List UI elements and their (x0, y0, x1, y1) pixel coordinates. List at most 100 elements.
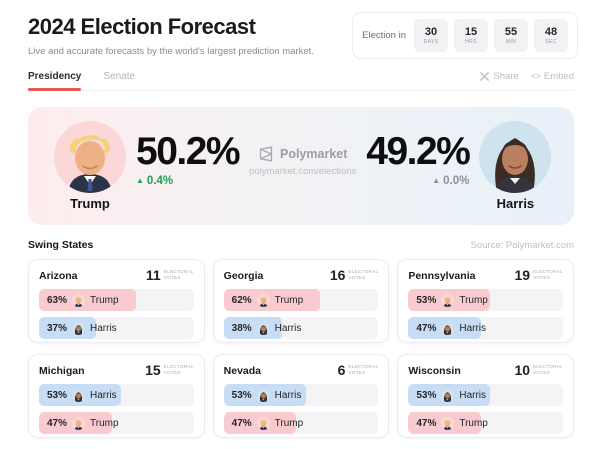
row-candidate-name: Harris (90, 322, 117, 334)
countdown-days-unit: DAYS (423, 39, 439, 46)
countdown-hours: 15 HRS (454, 19, 488, 52)
harris-mini-avatar (441, 388, 455, 402)
harris-percent: 49.2% (366, 129, 471, 173)
electoral-votes: 10 ELECTORAL VOTES (514, 363, 563, 377)
share-label: Share (493, 71, 519, 82)
candidate-row: 63% Trump (39, 289, 194, 311)
swing-states-header: Swing States Source: Polymarket.com (28, 239, 574, 251)
ev-number: 15 (145, 362, 161, 378)
forecast-card: Trump 50.2% ▲ 0.4% Polymarket polymarket… (28, 107, 574, 225)
candidate-row: 47% Harris (408, 317, 563, 339)
row-candidate-name: Trump (459, 417, 488, 429)
countdown-minutes-value: 55 (504, 25, 518, 38)
trump-change: ▲ 0.4% (136, 175, 239, 187)
harris-change: ▲ 0.0% (432, 175, 469, 187)
ev-number: 19 (514, 267, 531, 283)
trump-avatar (54, 121, 126, 193)
swing-states-grid: Arizona 11 ELECTORAL VOTES 63% Trump (28, 259, 574, 438)
countdown-hours-value: 15 (464, 25, 478, 38)
ev-label: ELECTORAL VOTES (533, 364, 563, 375)
x-share-icon (480, 72, 490, 81)
embed-button[interactable]: <> Embed (531, 71, 574, 82)
tab-presidency[interactable]: Presidency (28, 71, 82, 91)
row-percent: 53% (47, 389, 68, 401)
row-candidate-name: Trump (274, 294, 304, 306)
electoral-votes: 16 ELECTORAL VOTES (330, 268, 379, 282)
header: 2024 Election Forecast Live and accurate… (28, 12, 578, 59)
countdown-label: Election in (362, 30, 406, 41)
harris-change-value: 0.0% (443, 174, 470, 187)
election-countdown: Election in 30 DAYS 15 HRS 55 MIN 48 SEC (352, 12, 578, 59)
row-percent: 62% (231, 294, 252, 306)
trump-percent: 50.2% (136, 129, 241, 173)
candidate-row: 53% Trump (408, 289, 563, 311)
state-card-georgia[interactable]: Georgia 16 ELECTORAL VOTES 62% Trump (212, 259, 390, 343)
row-candidate-name: Trump (90, 417, 119, 429)
harris-percent-block: 49.2% ▲ 0.0% (366, 129, 471, 187)
harris-avatar (479, 121, 552, 193)
row-fill-trump (223, 289, 320, 311)
state-card-nevada[interactable]: Nevada 6 ELECTORAL VOTES 53% Harris (212, 354, 390, 438)
ev-label: ELECTORAL VOTES (533, 269, 563, 280)
row-percent: 47% (416, 322, 437, 334)
row-percent: 63% (47, 294, 68, 306)
row-percent: 37% (47, 322, 68, 334)
candidate-row: 53% Harris (39, 384, 194, 406)
electoral-votes: 11 ELECTORAL VOTES (146, 268, 194, 282)
candidate-row: 47% Trump (39, 412, 194, 434)
tab-bar: Presidency Senate Share <> Embed (28, 71, 574, 91)
state-name: Wisconsin (408, 365, 461, 377)
trump-percent-block: 50.2% ▲ 0.4% (136, 129, 241, 187)
state-name: Nevada (223, 365, 262, 377)
page-subtitle: Live and accurate forecasts by the world… (28, 46, 314, 57)
ev-label: ELECTORAL VOTES (348, 364, 379, 375)
countdown-seconds: 48 SEC (534, 19, 568, 52)
harris-mini-avatar (72, 388, 86, 402)
up-triangle-icon: ▲ (136, 175, 144, 185)
countdown-seconds-unit: SEC (545, 39, 557, 46)
swing-states-title: Swing States (28, 239, 94, 251)
code-brackets-icon: <> (530, 71, 541, 82)
harris-mini-avatar (256, 321, 270, 335)
candidate-row: 47% Trump (408, 412, 563, 434)
ev-number: 11 (145, 267, 161, 283)
embed-label: Embed (543, 71, 574, 82)
state-name: Georgia (223, 270, 264, 282)
share-button[interactable]: Share (480, 71, 519, 82)
row-fill-harris (223, 317, 283, 339)
harris-mini-avatar (256, 388, 270, 402)
candidate-row: 62% Trump (223, 289, 379, 311)
state-card-pennsylvania[interactable]: Pennsylvania 19 ELECTORAL VOTES 53% Trump (397, 259, 574, 343)
tab-senate[interactable]: Senate (103, 71, 136, 82)
ev-number: 6 (337, 362, 346, 378)
state-name: Pennsylvania (408, 270, 476, 282)
polymarket-branding: Polymarket polymarket.com/elections (249, 146, 356, 177)
countdown-minutes-unit: MIN (505, 39, 517, 46)
candidate-trump: Trump (54, 121, 126, 211)
row-percent: 47% (416, 417, 437, 429)
row-fill-trump (39, 289, 137, 311)
polymarket-logo-icon (259, 146, 273, 161)
row-percent: 53% (416, 389, 437, 401)
page-title: 2024 Election Forecast (28, 14, 256, 39)
row-candidate-name: Harris (274, 322, 302, 334)
state-card-wisconsin[interactable]: Wisconsin 10 ELECTORAL VOTES 53% Harris (397, 354, 574, 438)
ev-number: 10 (514, 362, 531, 378)
countdown-days: 30 DAYS (414, 19, 448, 52)
trump-mini-avatar (72, 293, 86, 307)
state-card-michigan[interactable]: Michigan 15 ELECTORAL VOTES 53% Harris (28, 354, 205, 438)
state-name: Arizona (39, 270, 78, 282)
polymarket-wordmark: Polymarket (279, 146, 348, 161)
countdown-minutes: 55 MIN (494, 19, 528, 52)
row-percent: 53% (231, 389, 252, 401)
state-card-arizona[interactable]: Arizona 11 ELECTORAL VOTES 63% Trump (28, 259, 205, 343)
trump-mini-avatar (256, 416, 270, 430)
candidate-row: 47% Trump (223, 412, 379, 434)
candidate-row: 53% Harris (408, 384, 563, 406)
candidate-harris: Harris (479, 121, 552, 211)
harris-mini-avatar (441, 321, 455, 335)
candidate-row: 37% Harris (39, 317, 194, 339)
row-candidate-name: Harris (459, 322, 487, 334)
polymarket-url: polymarket.com/elections (249, 165, 357, 177)
